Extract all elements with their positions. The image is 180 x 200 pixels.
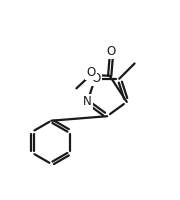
Text: N: N <box>83 95 91 108</box>
Text: O: O <box>107 45 116 58</box>
Text: O: O <box>86 66 95 79</box>
Text: O: O <box>91 72 100 85</box>
